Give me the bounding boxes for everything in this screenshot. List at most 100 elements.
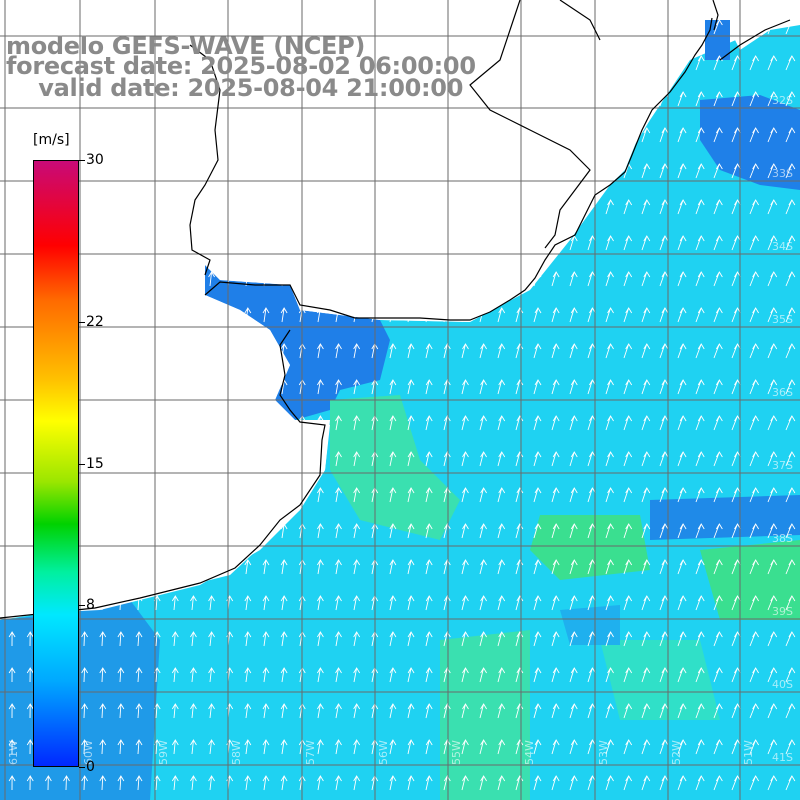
wind-arrow [605,559,614,575]
wind-arrow [353,487,361,503]
wind-arrow [244,703,252,719]
colorbar-tick-mark [79,463,85,465]
wind-arrow [81,703,89,719]
wind-arrow [533,559,542,575]
wind-arrow [81,739,89,755]
wind-arrow [353,739,361,755]
wind-arrow [63,91,70,107]
wind-arrow [587,631,596,647]
wind-arrow [731,703,741,719]
wind-arrow [641,775,651,791]
wind-arrow [695,451,705,467]
wind-arrow [8,55,16,71]
wind-arrow [731,307,741,323]
wind-arrow [659,739,669,755]
wind-arrow [389,559,397,575]
wind-arrow [785,163,796,179]
wind-arrow [641,415,651,431]
wind-arrow [641,199,651,215]
wind-arrow [461,415,469,431]
wind-arrow [117,127,125,143]
wind-arrow [569,343,578,359]
wind-arrow [659,775,669,791]
wind-arrow [244,631,252,647]
wind-arrow [8,739,16,755]
wind-arrow [785,307,796,323]
wind-arrow [244,739,252,755]
wind-arrow [26,127,34,143]
wind-arrow [389,523,397,539]
wind-arrow [551,523,560,539]
wind-arrow [244,595,252,611]
wind-arrow [135,667,143,683]
wind-arrow [677,775,687,791]
ne-blue-tip [705,20,730,60]
wind-arrow [623,343,633,359]
wind-arrow [623,523,633,539]
wind-arrow [479,379,487,395]
wind-arrow [443,559,451,575]
wind-arrow [533,775,542,791]
wind-arrow [99,55,107,71]
wind-arrow [659,379,669,395]
wind-arrow [335,667,342,683]
wind-arrow [659,307,669,323]
wind-arrow [425,487,433,503]
wind-arrow [407,415,415,431]
wind-arrow [641,451,651,467]
wind-arrow [785,91,796,107]
wind-arrow [677,127,687,143]
wind-arrow [26,91,34,107]
wind-arrow [81,127,89,143]
wind-arrow [767,487,778,503]
wind-arrow [389,451,397,467]
wind-arrow [713,379,723,395]
wind-arrow [8,775,16,791]
wind-arrow [713,415,723,431]
wind-arrow [623,415,633,431]
wind-arrow [587,487,596,503]
wind-arrow [461,379,469,395]
wind-arrow [533,343,542,359]
wind-arrow [749,487,760,503]
wind-arrow [605,667,614,683]
wind-arrow [785,451,796,467]
wind-arrow [335,451,342,467]
wind-arrow [497,343,506,359]
wind-arrow [171,595,179,611]
wind-arrow [316,631,324,647]
wind-arrow [99,739,107,755]
wind-arrow [731,91,741,107]
wind-arrow [731,55,741,71]
wind-arrow [641,559,651,575]
wind-arrow [443,487,451,503]
wind-arrow [695,343,705,359]
wind-arrow [641,307,651,323]
river-plate-blue [205,265,390,420]
wind-arrow [44,127,52,143]
wind-arrow [425,523,433,539]
wind-arrow [731,487,741,503]
wind-arrow [533,739,542,755]
wind-arrow [443,343,451,359]
wind-arrow [749,91,760,107]
wind-arrow [659,199,669,215]
wind-arrow [659,271,669,287]
wind-arrow [461,523,469,539]
wind-arrow [190,631,197,647]
wind-arrow [677,631,687,647]
wind-arrow [551,307,560,323]
wind-arrow [353,559,361,575]
wind-arrow [117,703,125,719]
wind-arrow [659,631,669,647]
wind-arrow [659,451,669,467]
wind-arrow [171,667,179,683]
wind-arrow [26,703,34,719]
wind-arrow [659,163,669,179]
wind-arrow [81,631,89,647]
wind-arrow [262,307,270,323]
wind-arrow [353,775,361,791]
wind-arrow [713,523,723,539]
wind-arrow [767,703,778,719]
wind-arrow [659,127,669,143]
